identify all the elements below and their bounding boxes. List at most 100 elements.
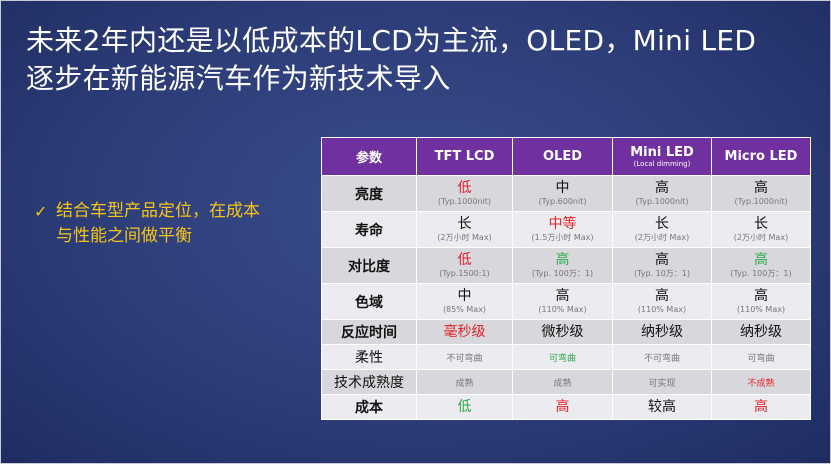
header-micro-led: Micro LED	[711, 137, 811, 176]
bullet-line-2: 与性能之间做平衡	[56, 226, 192, 246]
table-cell: 高 (Typ.1000nit)	[612, 175, 712, 212]
cell-value: 长	[457, 215, 472, 232]
table-cell: 较高	[612, 394, 712, 420]
table-cell: 中 (85% Max)	[416, 283, 513, 320]
table-cell: 长 (2万小时 Max)	[612, 211, 712, 248]
cell-sub: (85% Max)	[442, 304, 487, 314]
cell-value: 低	[457, 251, 472, 268]
cell-value: 长	[655, 215, 669, 232]
cell-sub: (2万小时 Max)	[733, 232, 789, 242]
cell-sub: (Typ.1000nit)	[635, 196, 689, 206]
row-param: 对比度	[321, 247, 417, 284]
row-param: 寿命	[321, 211, 417, 248]
table-cell: 高	[711, 394, 811, 420]
cell-value: 高	[754, 287, 768, 304]
table-cell: 成熟	[512, 369, 613, 395]
cell-value: 高	[655, 287, 669, 304]
cell-value: 中等	[548, 215, 577, 232]
cell-value: 高	[555, 398, 570, 415]
row-param: 色域	[321, 283, 417, 320]
cell-sub: (Typ.1000nit)	[734, 196, 788, 206]
table-cell: 成熟	[416, 369, 513, 395]
row-param: 亮度	[321, 175, 417, 212]
header-oled: OLED	[512, 137, 613, 176]
cell-value: 不可弯曲	[446, 353, 483, 364]
table-cell: 高 (Typ. 100万：1)	[711, 247, 811, 284]
row-param: 柔性	[321, 344, 417, 370]
table-cell: 高 (110% Max)	[512, 283, 613, 320]
table-cell: 不可弯曲	[612, 344, 712, 370]
cell-value: 纳秒级	[740, 323, 782, 340]
table-row: 柔性 不可弯曲 可弯曲 不可弯曲 可弯曲	[321, 344, 811, 370]
cell-value: 中	[555, 179, 570, 196]
header-mini-led-label: Mini LED	[630, 144, 694, 160]
table-row: 色域 中 (85% Max) 高 (110% Max) 高 (110% Max) 高(…	[321, 283, 811, 320]
cell-sub: (110% Max)	[637, 304, 687, 314]
table-row: 亮度 低 (Typ.1000nit) 中 (Typ.600nit) 高 (Typ.10…	[321, 175, 811, 212]
cell-value: 高	[555, 251, 570, 268]
cell-value: 可弯曲	[747, 353, 775, 364]
cell-sub: (1.5万小时 Max)	[531, 232, 594, 242]
cell-sub: (Typ. 100万：1)	[730, 268, 792, 278]
table-row: 反应时间 毫秒级 微秒级 纳秒级 纳秒级	[321, 319, 811, 345]
cell-sub: (110% Max)	[736, 304, 786, 314]
header-mini-led-sub: (Local dimming)	[633, 159, 691, 168]
header-tft-lcd: TFT LCD	[416, 137, 513, 176]
table-cell: 毫秒级	[416, 319, 513, 345]
bullet-text: 结合车型产品定位，在成本 与性能之间做平衡	[56, 199, 324, 249]
table-cell: 高 (110% Max)	[711, 283, 811, 320]
cell-value: 高	[655, 179, 669, 196]
cell-sub: (110% Max)	[538, 304, 587, 314]
slide-title: 未来2年内还是以低成本的LCD为主流，OLED，Mini LED 逐步在新能源汽…	[26, 22, 826, 98]
table-header-row: 参数 TFT LCD OLED Mini LED (Local dimming)…	[321, 137, 811, 176]
cell-sub: (Typ. 10万：1)	[633, 268, 691, 278]
table-row: 寿命 长 (2万小时 Max) 中等 (1.5万小时 Max) 长 (2万小时 Max…	[321, 211, 811, 248]
table-cell: 低 (Typ.1000nit)	[416, 175, 513, 212]
cell-value: 低	[457, 398, 472, 415]
title-line-1: 未来2年内还是以低成本的LCD为主流，OLED，Mini LED	[26, 24, 757, 57]
row-param: 技术成熟度	[321, 369, 417, 395]
cell-value: 不成熟	[747, 378, 775, 389]
bullet-point: ✓ 结合车型产品定位，在成本 与性能之间做平衡	[34, 199, 324, 249]
table-cell: 中 (Typ.600nit)	[512, 175, 613, 212]
cell-value: 不可弯曲	[643, 353, 680, 364]
table-row: 成本 低 高 较高 高	[321, 394, 811, 420]
table-cell: 高 (110% Max)	[612, 283, 712, 320]
cell-value: 低	[457, 179, 472, 196]
cell-value: 高	[555, 287, 570, 304]
table-row: 对比度 低 (Typ.1500:1) 高 (Typ. 100万：1) 高 (Typ. …	[321, 247, 811, 284]
cell-value: 较高	[648, 398, 676, 415]
cell-value: 成熟	[553, 378, 572, 389]
table-cell: 可弯曲	[512, 344, 613, 370]
cell-value: 毫秒级	[443, 323, 486, 340]
comparison-table: 参数 TFT LCD OLED Mini LED (Local dimming)…	[321, 137, 811, 420]
table-cell: 中等 (1.5万小时 Max)	[512, 211, 613, 248]
cell-value: 高	[754, 398, 768, 415]
cell-sub: (2万小时 Max)	[634, 232, 690, 242]
cell-value: 高	[754, 251, 768, 268]
table-cell: 长 (2万小时 Max)	[416, 211, 513, 248]
table-cell: 可实现	[612, 369, 712, 395]
title-line-2: 逐步在新能源汽车作为新技术导入	[26, 62, 451, 95]
check-icon: ✓	[34, 202, 48, 221]
table-cell: 微秒级	[512, 319, 613, 345]
header-param: 参数	[321, 137, 417, 176]
table-cell: 不成熟	[711, 369, 811, 395]
table-cell: 长 (2万小时 Max)	[711, 211, 811, 248]
table-cell: 可弯曲	[711, 344, 811, 370]
row-param: 反应时间	[321, 319, 417, 345]
cell-value: 高	[754, 179, 768, 196]
cell-sub: (Typ.1500:1)	[439, 268, 490, 278]
cell-sub: (Typ.1000nit)	[437, 196, 492, 206]
cell-value: 成熟	[455, 378, 474, 389]
cell-sub: (2万小时 Max)	[437, 232, 492, 242]
table-row: 技术成熟度 成熟 成熟 可实现 不成熟	[321, 369, 811, 395]
table-cell: 高	[512, 394, 613, 420]
table-cell: 不可弯曲	[416, 344, 513, 370]
cell-sub: (Typ.600nit)	[538, 196, 587, 206]
cell-sub: (Typ. 100万：1)	[531, 268, 594, 278]
cell-value: 高	[655, 251, 669, 268]
table-cell: 低 (Typ.1500:1)	[416, 247, 513, 284]
table-cell: 高 (Typ.1000nit)	[711, 175, 811, 212]
table-cell: 低	[416, 394, 513, 420]
